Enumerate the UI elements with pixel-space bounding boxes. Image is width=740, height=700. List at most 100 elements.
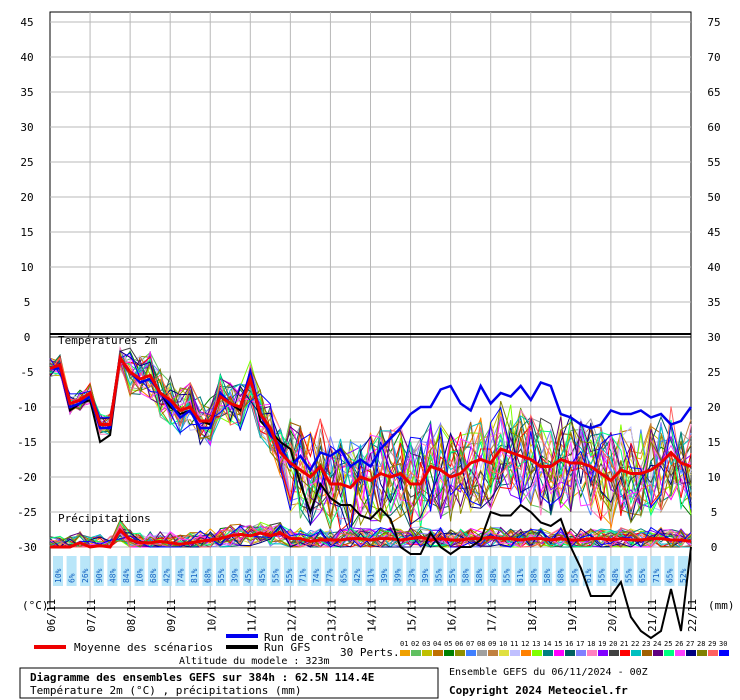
probability-cell bbox=[107, 556, 118, 586]
pert-legend-number: 17 bbox=[576, 640, 584, 648]
left-tick-label: -10 bbox=[17, 401, 37, 414]
right-tick-label: 0 bbox=[711, 541, 718, 554]
x-tick-label: 13/11 bbox=[325, 599, 338, 632]
pert-legend-number: 14 bbox=[543, 640, 551, 648]
probability-cell bbox=[80, 556, 91, 586]
perturbation-line bbox=[49, 358, 692, 513]
probability-label: 6% bbox=[68, 573, 77, 583]
pert-legend-number: 01 bbox=[400, 640, 408, 648]
x-tick-label: 14/11 bbox=[366, 599, 379, 632]
x-tick-label: 07/11 bbox=[85, 599, 98, 632]
probability-cell bbox=[555, 556, 566, 586]
probability-cell bbox=[392, 556, 403, 586]
pert-legend-number: 29 bbox=[708, 640, 716, 648]
probability-cell bbox=[311, 556, 322, 586]
probability-label: 55% bbox=[448, 568, 457, 583]
pert-legend-swatch bbox=[499, 650, 509, 656]
pert-legend-swatch bbox=[664, 650, 674, 656]
probability-cell bbox=[229, 556, 240, 586]
left-axis-ticks: 45 40 35 30 25 20 15 10 5 0 -5 -10 -15 -20 -25 -30 bbox=[17, 16, 37, 554]
precip-perturbation-line bbox=[49, 528, 692, 548]
probability-cell bbox=[596, 556, 607, 586]
probability-cell bbox=[243, 556, 254, 586]
pert-legend-swatch bbox=[653, 650, 663, 656]
pert-legend-number: 02 bbox=[411, 640, 419, 648]
legend-control-label: Run de contrôle bbox=[264, 631, 363, 644]
legend: Moyenne des scénarios Run de contrôle Ru… bbox=[34, 631, 729, 659]
probability-label: 10% bbox=[54, 568, 63, 583]
x-tick-label: 11/11 bbox=[245, 599, 258, 632]
probability-cell bbox=[637, 556, 648, 586]
pert-legend-swatch bbox=[576, 650, 586, 656]
pert-legend-swatch bbox=[708, 650, 718, 656]
probability-cell bbox=[256, 556, 267, 586]
right-tick-label: 45 bbox=[707, 226, 720, 239]
pert-legend-number: 20 bbox=[609, 640, 617, 648]
probability-label: 55% bbox=[570, 568, 579, 583]
probability-cell bbox=[650, 556, 661, 586]
legend-gfs-label: Run GFS bbox=[264, 641, 310, 654]
ensemble-info: Ensemble GEFS du 06/11/2024 - 00Z bbox=[449, 667, 648, 678]
right-tick-label: 35 bbox=[707, 296, 720, 309]
perturbation-line bbox=[49, 347, 692, 527]
right-tick-label: 65 bbox=[707, 86, 720, 99]
legend-mean-label: Moyenne des scénarios bbox=[74, 641, 213, 654]
probability-label: 61% bbox=[584, 568, 593, 583]
left-tick-label: -5 bbox=[20, 366, 33, 379]
probability-label: 84% bbox=[122, 568, 131, 583]
right-tick-label: 25 bbox=[707, 366, 720, 379]
left-tick-label: 35 bbox=[20, 86, 33, 99]
main-lines bbox=[49, 354, 693, 640]
probability-label: 58% bbox=[475, 568, 484, 583]
probability-cell bbox=[148, 556, 159, 586]
probability-cell bbox=[419, 556, 430, 586]
probability-label: 55% bbox=[271, 568, 280, 583]
pert-legend-swatch bbox=[422, 650, 432, 656]
pert-legend-swatch bbox=[554, 650, 564, 656]
pert-legend-number: 15 bbox=[554, 640, 562, 648]
pert-legend-number: 09 bbox=[488, 640, 496, 648]
pert-legend-swatch bbox=[488, 650, 498, 656]
probability-label: 26% bbox=[81, 568, 90, 583]
left-tick-label: 40 bbox=[20, 51, 33, 64]
chart-title: Diagramme des ensembles GEFS sur 384h : … bbox=[30, 671, 374, 684]
x-tick-label: 20/11 bbox=[606, 599, 619, 632]
pert-legend-swatch bbox=[598, 650, 608, 656]
probability-cell bbox=[134, 556, 145, 586]
x-tick-label: 10/11 bbox=[205, 599, 218, 632]
probability-cell bbox=[120, 556, 131, 586]
left-tick-label: 30 bbox=[20, 121, 33, 134]
probability-label: 45% bbox=[258, 568, 267, 583]
x-tick-label: 06/11 bbox=[45, 599, 58, 632]
pert-legend-number: 08 bbox=[477, 640, 485, 648]
x-tick-label: 12/11 bbox=[285, 599, 298, 632]
probability-cell bbox=[678, 556, 688, 586]
probability-label: 58% bbox=[462, 568, 471, 583]
probability-label: 39% bbox=[421, 568, 430, 583]
pert-legend-swatch bbox=[719, 650, 729, 656]
precip-probabilities: 10% 6% 26% 90% 48% 84% 10% 68% 42% 74% 81% 68% 55% 39… bbox=[53, 556, 688, 586]
probability-cell bbox=[93, 556, 104, 586]
left-tick-label: 0 bbox=[24, 331, 31, 344]
temperature-panel-label: Températures 2m bbox=[58, 334, 158, 347]
pert-legend: 01 02 03 04 05 06 07 08 09 10 11 12 13 14 15 16 17 18 19 20… bbox=[400, 640, 729, 656]
pert-legend-number: 16 bbox=[565, 640, 573, 648]
right-axis-label: (mm) bbox=[708, 599, 735, 612]
chart-subtitle: Température 2m (°C) , précipitations (mm… bbox=[30, 684, 302, 697]
probability-cell bbox=[53, 556, 63, 586]
pert-legend-swatch bbox=[587, 650, 597, 656]
probability-label: 45% bbox=[244, 568, 253, 583]
probability-label: 55% bbox=[217, 568, 226, 583]
probability-label: 65% bbox=[638, 568, 647, 583]
pert-legend-swatch bbox=[642, 650, 652, 656]
x-tick-label: 16/11 bbox=[446, 599, 459, 632]
pert-legend-number: 22 bbox=[631, 640, 639, 648]
probability-cell bbox=[175, 556, 186, 586]
altitude-text: Altitude du modele : 323m bbox=[179, 656, 330, 667]
probability-cell bbox=[514, 556, 525, 586]
pert-legend-swatch bbox=[433, 650, 443, 656]
probability-cell bbox=[351, 556, 362, 586]
